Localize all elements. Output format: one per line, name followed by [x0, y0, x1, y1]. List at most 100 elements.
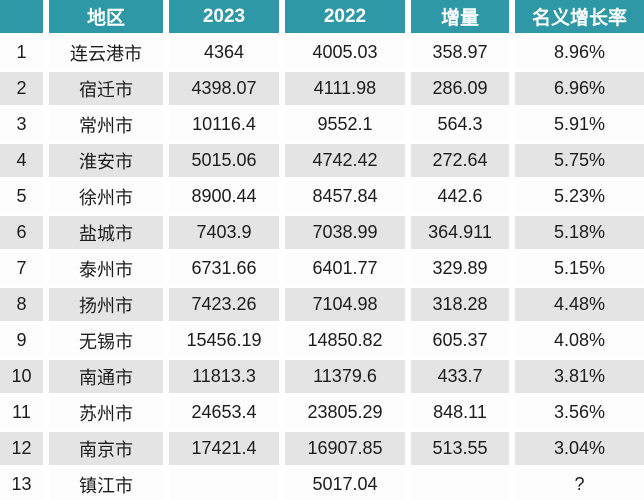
rank-cell: 4	[0, 142, 49, 180]
increment-cell	[408, 466, 515, 500]
table-row: 5 徐州市 8900.44 8457.84 442.6 5.23%	[0, 178, 644, 216]
table-row: 12 南京市 17421.4 16907.85 513.55 3.04%	[0, 430, 644, 468]
2022-cell: 6401.77	[282, 250, 411, 288]
increment-cell: 329.89	[408, 250, 515, 288]
region-cell: 南京市	[46, 430, 169, 468]
region-cell: 徐州市	[46, 178, 169, 216]
2022-cell: 7038.99	[282, 214, 411, 252]
table-row: 7 泰州市 6731.66 6401.77 329.89 5.15%	[0, 250, 644, 288]
2022-cell: 14850.82	[282, 322, 411, 360]
table-body: 1 连云港市 4364 4005.03 358.97 8.96% 2 宿迁市 4398.07 41…	[0, 34, 644, 500]
column-header-nominal-growth-rate: 名义增长率	[512, 0, 644, 36]
2022-cell: 8457.84	[282, 178, 411, 216]
2023-cell: 10116.4	[166, 106, 285, 144]
2022-cell: 4742.42	[282, 142, 411, 180]
increment-cell: 442.6	[408, 178, 515, 216]
table-row: 11 苏州市 24653.4 23805.29 848.11 3.56%	[0, 394, 644, 432]
table-row: 13 镇江市 5017.04?	[0, 466, 644, 500]
2023-cell: 7403.9	[166, 214, 285, 252]
2022-cell: 23805.29	[282, 394, 411, 432]
header-row: 地区 2023 2022 增量 名义增长率	[0, 0, 644, 36]
table-row: 3 常州市 10116.4 9552.1 564.3 5.91%	[0, 106, 644, 144]
rank-cell: 9	[0, 322, 49, 360]
region-cell: 宿迁市	[46, 70, 169, 108]
2023-cell: 5015.06	[166, 142, 285, 180]
region-cell: 无锡市	[46, 322, 169, 360]
rank-cell: 12	[0, 430, 49, 468]
region-cell: 常州市	[46, 106, 169, 144]
2023-cell: 11813.3	[166, 358, 285, 396]
2022-cell: 11379.6	[282, 358, 411, 396]
2022-cell: 4005.03	[282, 34, 411, 72]
2023-cell: 4364	[166, 34, 285, 72]
nominal-growth-rate-cell: 5.91%	[512, 106, 644, 144]
nominal-growth-rate-cell: 3.81%	[512, 358, 644, 396]
nominal-growth-rate-cell: 5.75%	[512, 142, 644, 180]
2022-cell: 7104.98	[282, 286, 411, 324]
region-cell: 淮安市	[46, 142, 169, 180]
increment-cell: 433.7	[408, 358, 515, 396]
2022-cell: 5017.04	[282, 466, 411, 500]
increment-cell: 564.3	[408, 106, 515, 144]
table-row: 8 扬州市 7423.26 7104.98 318.28 4.48%	[0, 286, 644, 324]
rank-cell: 13	[0, 466, 49, 500]
2023-cell: 15456.19	[166, 322, 285, 360]
region-cell: 盐城市	[46, 214, 169, 252]
nominal-growth-rate-cell: 3.56%	[512, 394, 644, 432]
nominal-growth-rate-cell: 5.23%	[512, 178, 644, 216]
region-cell: 南通市	[46, 358, 169, 396]
increment-cell: 848.11	[408, 394, 515, 432]
nominal-growth-rate-cell: 5.15%	[512, 250, 644, 288]
nominal-growth-rate-cell: 8.96%	[512, 34, 644, 72]
nominal-growth-rate-cell: 4.48%	[512, 286, 644, 324]
column-header-region: 地区	[46, 0, 169, 36]
table-row: 6 盐城市 7403.9 7038.99 364.911 5.18%	[0, 214, 644, 252]
column-header-2023: 2023	[166, 0, 285, 36]
rank-cell: 3	[0, 106, 49, 144]
2022-cell: 4111.98	[282, 70, 411, 108]
nominal-growth-rate-cell: 5.18%	[512, 214, 644, 252]
2022-cell: 16907.85	[282, 430, 411, 468]
table-row: 4 淮安市 5015.06 4742.42 272.64 5.75%	[0, 142, 644, 180]
increment-cell: 364.911	[408, 214, 515, 252]
nominal-growth-rate-cell: 4.08%	[512, 322, 644, 360]
2023-cell: 7423.26	[166, 286, 285, 324]
region-cell: 扬州市	[46, 286, 169, 324]
region-cell: 苏州市	[46, 394, 169, 432]
rank-cell: 1	[0, 34, 49, 72]
table-row: 2 宿迁市 4398.07 4111.98 286.09 6.96%	[0, 70, 644, 108]
column-header-increment: 增量	[408, 0, 515, 36]
increment-cell: 358.97	[408, 34, 515, 72]
increment-cell: 318.28	[408, 286, 515, 324]
2023-cell: 24653.4	[166, 394, 285, 432]
increment-cell: 513.55	[408, 430, 515, 468]
rank-cell: 5	[0, 178, 49, 216]
region-cell: 泰州市	[46, 250, 169, 288]
increment-cell: 605.37	[408, 322, 515, 360]
table-row: 1 连云港市 4364 4005.03 358.97 8.96%	[0, 34, 644, 72]
2023-cell	[166, 466, 285, 500]
increment-cell: 286.09	[408, 70, 515, 108]
2023-cell: 17421.4	[166, 430, 285, 468]
nominal-growth-rate-cell: 3.04%	[512, 430, 644, 468]
2023-cell: 8900.44	[166, 178, 285, 216]
increment-cell: 272.64	[408, 142, 515, 180]
2023-cell: 4398.07	[166, 70, 285, 108]
column-header-2022: 2022	[282, 0, 411, 36]
region-cell: 连云港市	[46, 34, 169, 72]
nominal-growth-rate-cell: ?	[512, 466, 644, 500]
rank-cell: 2	[0, 70, 49, 108]
table-row: 10 南通市 11813.3 11379.6 433.7 3.81%	[0, 358, 644, 396]
rank-cell: 6	[0, 214, 49, 252]
table-row: 9 无锡市 15456.19 14850.82 605.37 4.08%	[0, 322, 644, 360]
rank-cell: 11	[0, 394, 49, 432]
rank-cell: 10	[0, 358, 49, 396]
2023-cell: 6731.66	[166, 250, 285, 288]
rank-cell: 7	[0, 250, 49, 288]
rank-cell: 8	[0, 286, 49, 324]
nominal-growth-rate-cell: 6.96%	[512, 70, 644, 108]
region-cell: 镇江市	[46, 466, 169, 500]
2022-cell: 9552.1	[282, 106, 411, 144]
